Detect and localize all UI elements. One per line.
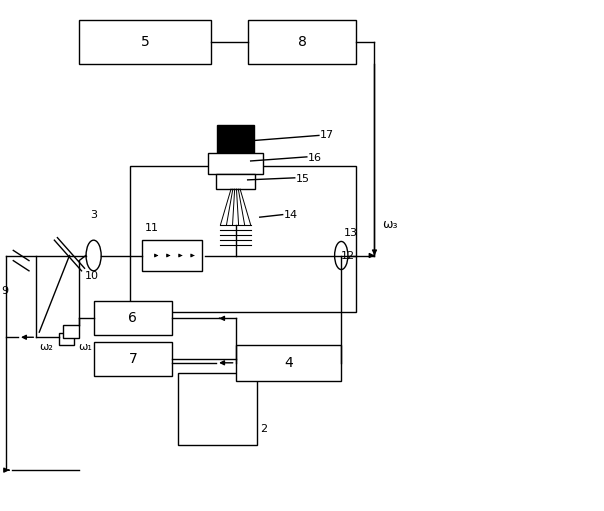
Text: 9: 9: [1, 286, 8, 296]
FancyBboxPatch shape: [94, 301, 172, 335]
Text: 3: 3: [90, 210, 97, 220]
Text: 10: 10: [85, 271, 98, 281]
FancyBboxPatch shape: [94, 342, 172, 376]
Bar: [63, 325, 79, 338]
Text: 14: 14: [284, 210, 298, 220]
Text: 2: 2: [260, 424, 267, 434]
Text: 16: 16: [308, 153, 322, 164]
Bar: [208, 153, 263, 174]
FancyBboxPatch shape: [79, 20, 211, 64]
FancyBboxPatch shape: [248, 20, 356, 64]
Ellipse shape: [86, 240, 101, 271]
Bar: [217, 125, 254, 153]
Text: 5: 5: [141, 35, 149, 49]
Text: ω₂: ω₂: [39, 342, 53, 353]
Bar: [59, 333, 74, 345]
Bar: [216, 174, 255, 189]
Text: 13: 13: [344, 227, 358, 238]
Text: 17: 17: [320, 130, 334, 141]
Text: 11: 11: [145, 222, 159, 233]
Text: 15: 15: [296, 174, 310, 184]
FancyBboxPatch shape: [236, 345, 341, 381]
Bar: [142, 240, 202, 271]
Text: 4: 4: [284, 356, 293, 370]
Text: 6: 6: [129, 311, 137, 325]
FancyBboxPatch shape: [130, 166, 356, 312]
Ellipse shape: [335, 242, 348, 270]
Text: 7: 7: [129, 352, 137, 366]
FancyBboxPatch shape: [178, 373, 257, 445]
Text: 12: 12: [341, 251, 355, 262]
Text: ω₃: ω₃: [382, 218, 397, 231]
Text: ω₁: ω₁: [79, 342, 92, 353]
Text: 8: 8: [298, 35, 306, 49]
